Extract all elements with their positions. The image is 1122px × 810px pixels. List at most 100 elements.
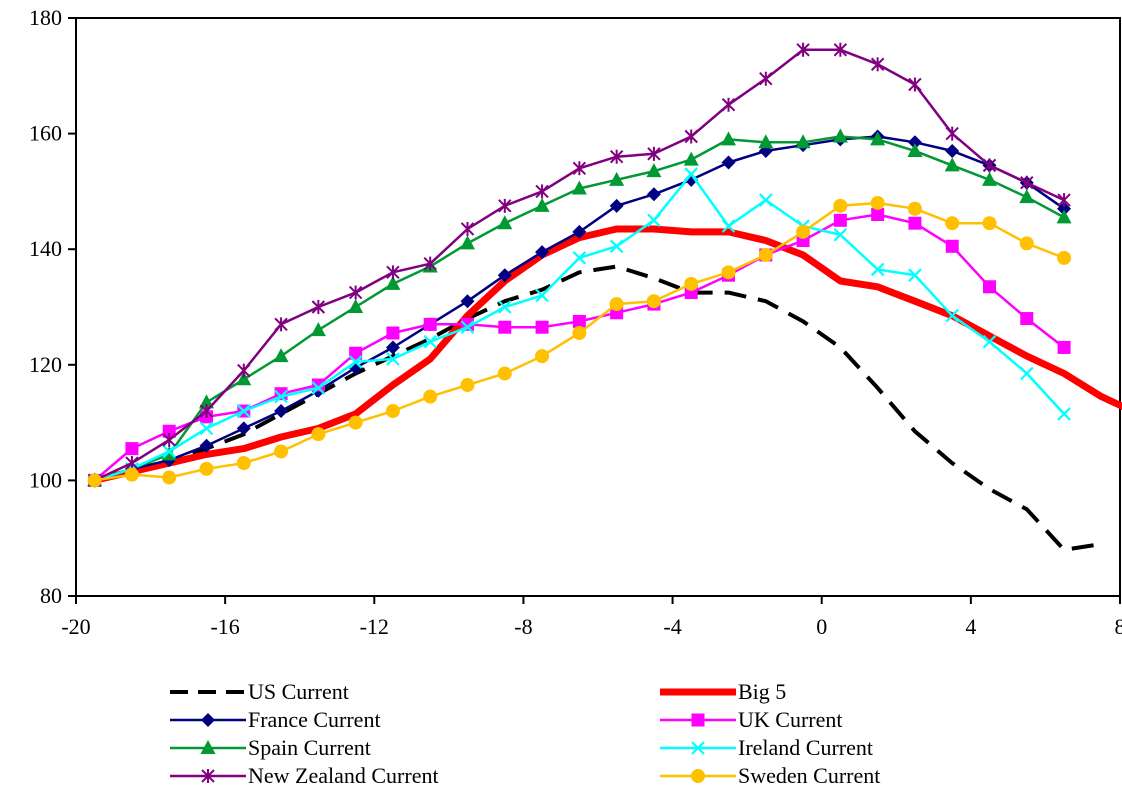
data-point xyxy=(87,473,102,488)
data-point xyxy=(125,442,139,456)
data-point xyxy=(162,444,176,459)
data-point xyxy=(460,320,475,335)
data-point xyxy=(423,334,437,349)
data-point xyxy=(572,251,587,265)
data-point xyxy=(385,340,400,355)
x-tick-label: -8 xyxy=(514,614,532,639)
legend-label: Spain Current xyxy=(248,735,371,760)
data-point xyxy=(796,224,811,239)
data-point xyxy=(647,213,661,228)
data-point xyxy=(423,256,437,271)
data-point xyxy=(423,389,438,404)
data-point xyxy=(571,180,587,195)
data-point xyxy=(274,444,289,459)
data-point xyxy=(721,155,736,170)
series-us-current xyxy=(94,264,1102,552)
data-point xyxy=(535,245,550,260)
data-point xyxy=(721,97,736,112)
data-point xyxy=(944,157,960,172)
data-point xyxy=(497,366,512,381)
data-point xyxy=(237,363,251,378)
series-new-zealand-current xyxy=(87,42,1071,488)
x-tick-label: 0 xyxy=(816,614,827,639)
data-point xyxy=(1057,201,1072,216)
data-point xyxy=(460,221,475,236)
data-point xyxy=(683,151,699,166)
data-point xyxy=(945,216,960,231)
plot-area xyxy=(75,17,1121,597)
data-point xyxy=(385,275,401,290)
data-point xyxy=(833,213,847,227)
data-point xyxy=(460,294,475,309)
data-point xyxy=(1057,250,1072,265)
data-point xyxy=(646,187,661,202)
x-tick-label: -12 xyxy=(360,614,389,639)
data-point xyxy=(871,208,885,222)
series-line xyxy=(93,225,1122,484)
data-point xyxy=(1020,175,1034,190)
data-point xyxy=(833,198,848,213)
data-point xyxy=(646,294,661,309)
data-point xyxy=(758,134,774,149)
data-point xyxy=(237,404,251,418)
data-point xyxy=(310,322,326,337)
data-point xyxy=(646,163,662,178)
data-point xyxy=(311,300,326,314)
data-point xyxy=(535,184,549,199)
data-point xyxy=(535,349,550,364)
series-big-5 xyxy=(93,225,1122,484)
data-point xyxy=(908,77,922,92)
data-point xyxy=(534,197,550,212)
legend-label: UK Current xyxy=(738,707,842,732)
series-line xyxy=(94,264,1102,552)
data-point xyxy=(907,201,922,216)
data-point xyxy=(870,131,886,146)
data-point xyxy=(982,171,997,186)
x-tick-label: -4 xyxy=(663,614,681,639)
data-point xyxy=(199,461,214,476)
data-point xyxy=(684,167,698,181)
data-point xyxy=(983,280,996,294)
data-point xyxy=(647,146,661,161)
legend-marker xyxy=(691,741,705,755)
data-point xyxy=(1019,236,1034,251)
y-tick-label: 180 xyxy=(29,5,62,30)
data-point xyxy=(721,131,736,146)
data-point xyxy=(721,219,736,233)
data-point xyxy=(274,317,288,332)
data-point xyxy=(870,57,885,72)
data-point xyxy=(385,404,400,419)
data-point xyxy=(348,285,363,300)
data-point xyxy=(833,42,848,57)
data-point xyxy=(386,352,400,366)
series-sweden-current xyxy=(87,195,1072,488)
legend-item: Spain Current xyxy=(170,735,371,760)
legend-item: New Zealand Current xyxy=(170,763,439,788)
legend-label: Big 5 xyxy=(738,679,786,704)
data-point xyxy=(497,268,512,283)
legend-marker xyxy=(691,769,705,783)
data-point xyxy=(1056,209,1072,224)
data-point xyxy=(162,470,177,485)
data-point xyxy=(236,421,251,436)
data-point xyxy=(609,149,624,164)
data-point xyxy=(274,404,289,419)
axes: 80 100 120 140 160 180 -20 -16 -12 -8 -4 0 4 8 xyxy=(29,5,1122,639)
data-point xyxy=(870,262,885,277)
data-point xyxy=(1019,189,1035,204)
data-point xyxy=(386,326,400,340)
data-point xyxy=(609,239,624,254)
legend-label: Sweden Current xyxy=(738,763,880,788)
data-point xyxy=(572,161,587,176)
data-point xyxy=(1020,366,1034,381)
data-point xyxy=(273,348,289,363)
data-point xyxy=(833,227,848,242)
data-point xyxy=(535,288,549,303)
data-point xyxy=(982,216,997,231)
data-point xyxy=(348,299,364,313)
data-point xyxy=(945,126,959,141)
data-point xyxy=(348,415,363,430)
data-point xyxy=(572,314,586,328)
data-point xyxy=(1057,407,1071,421)
